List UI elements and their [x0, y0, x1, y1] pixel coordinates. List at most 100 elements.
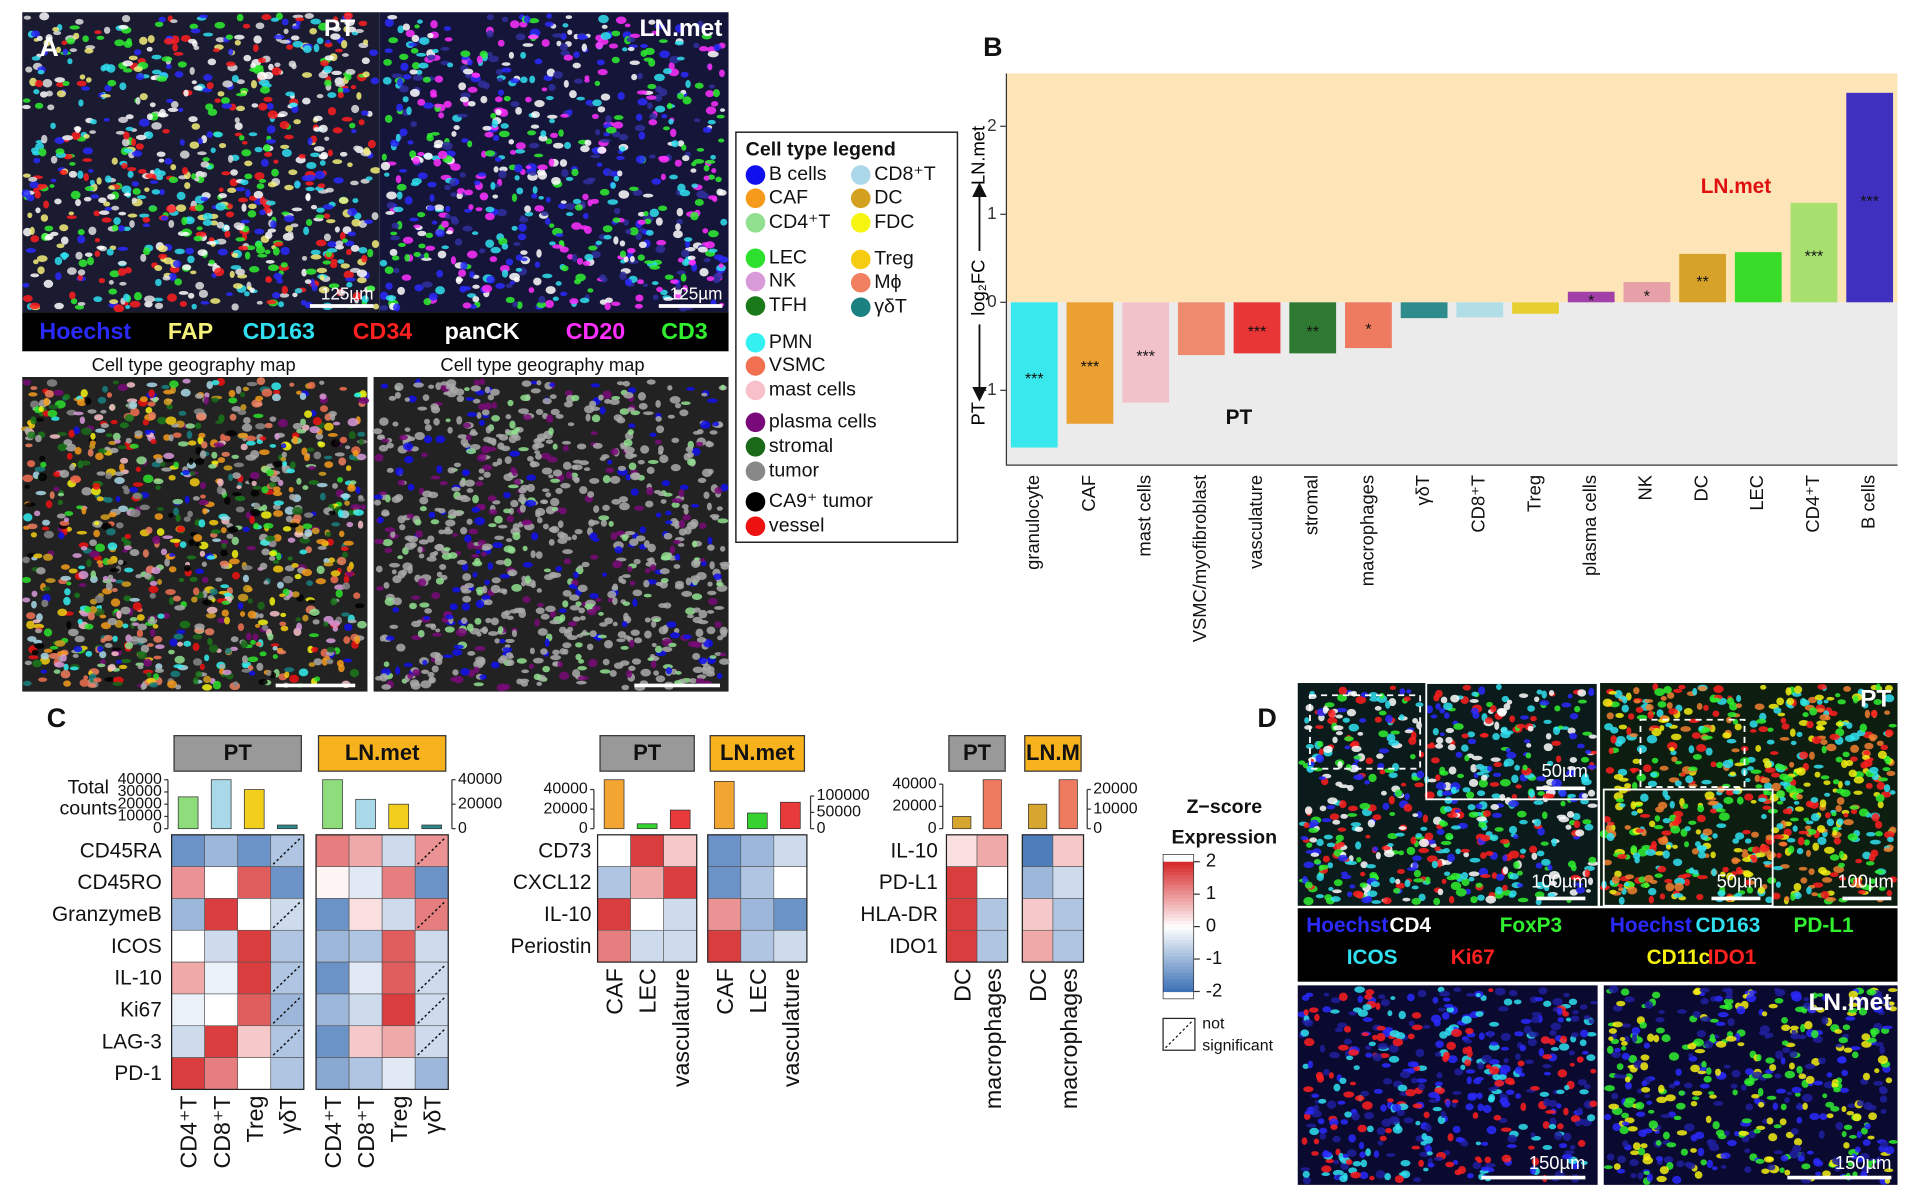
- cell: [1335, 714, 1343, 719]
- cell: [167, 680, 177, 689]
- cell: [599, 274, 607, 281]
- cell: [279, 293, 290, 298]
- cell: [399, 53, 409, 60]
- cell: [598, 515, 610, 521]
- count-tick-label: 40000: [544, 781, 588, 798]
- cell: [111, 205, 120, 211]
- cell: [690, 211, 699, 221]
- cell: [231, 571, 240, 580]
- cell: [324, 136, 330, 141]
- cell: [412, 74, 424, 81]
- cell: [1435, 703, 1441, 710]
- cell: [481, 585, 488, 594]
- cell: [262, 624, 269, 631]
- cell: [625, 474, 631, 481]
- cell: [93, 210, 100, 217]
- cell: [430, 475, 441, 480]
- cell: [129, 597, 141, 602]
- cell: [313, 451, 322, 460]
- cell: [1558, 816, 1570, 823]
- cell: [654, 94, 663, 102]
- cell: [316, 207, 325, 213]
- cell: [112, 380, 119, 385]
- cell: [286, 44, 294, 50]
- cell: [148, 389, 155, 398]
- cell: [136, 629, 144, 638]
- cell: [616, 417, 626, 424]
- cell: [245, 632, 252, 641]
- cell: [451, 130, 457, 137]
- cell: [472, 284, 480, 289]
- cell: [249, 508, 261, 517]
- cell: [81, 506, 87, 515]
- cell: [413, 251, 421, 257]
- cell: [537, 164, 548, 171]
- cell: [551, 176, 561, 185]
- cell: [350, 244, 360, 252]
- cell: [168, 176, 179, 184]
- cell: [671, 498, 683, 504]
- cell: [538, 295, 546, 304]
- cell: [541, 87, 548, 92]
- cell: [558, 671, 570, 680]
- cell: [633, 505, 645, 511]
- cell: [206, 241, 217, 245]
- cell: [70, 475, 81, 484]
- cell: [1431, 860, 1438, 869]
- heatmap-cell: [171, 1025, 205, 1058]
- cell: [1411, 885, 1419, 890]
- cell: [592, 442, 603, 449]
- cell: [323, 562, 334, 567]
- cell: [1489, 782, 1500, 787]
- cell: [1516, 810, 1527, 818]
- cell: [548, 539, 555, 546]
- cell: [430, 651, 441, 659]
- significance: ***: [1860, 194, 1879, 211]
- legend-swatch: [745, 212, 766, 233]
- heatmap-cell: [348, 898, 383, 931]
- cell: [1820, 775, 1830, 780]
- cell: [445, 213, 451, 220]
- cell: [592, 605, 601, 611]
- cell: [225, 430, 237, 437]
- cell: [550, 478, 561, 483]
- cell: [147, 401, 156, 407]
- cell: [316, 538, 327, 545]
- cell: [658, 626, 668, 635]
- cell: [45, 233, 54, 241]
- cell: [110, 419, 118, 425]
- cell: [396, 191, 403, 200]
- cell: [1543, 743, 1553, 752]
- cell: [1448, 766, 1457, 775]
- cell: [237, 602, 244, 610]
- cell: [555, 233, 564, 237]
- cell: [545, 286, 556, 294]
- cell: [158, 253, 168, 260]
- cell: [717, 518, 729, 524]
- cell: [255, 641, 262, 647]
- cell: [132, 188, 141, 195]
- cell: [343, 636, 351, 644]
- cell: [173, 664, 184, 669]
- cell: [609, 398, 620, 405]
- cell: [719, 658, 730, 665]
- cell: [228, 397, 238, 404]
- cell: [204, 628, 215, 636]
- cell: [114, 477, 125, 485]
- cell: [559, 614, 566, 622]
- cell: [399, 434, 408, 441]
- cell: [332, 127, 343, 134]
- cell: [410, 48, 419, 54]
- cell: [508, 51, 515, 59]
- cell: [176, 191, 186, 201]
- cell: [95, 452, 104, 461]
- cell: [470, 75, 482, 83]
- cell: [640, 43, 648, 49]
- cell: [1530, 715, 1537, 722]
- cell: [164, 158, 173, 165]
- cell: [100, 94, 111, 98]
- cell: [538, 195, 544, 200]
- cell: [707, 581, 713, 587]
- cell: [559, 246, 569, 253]
- cell: [392, 421, 399, 427]
